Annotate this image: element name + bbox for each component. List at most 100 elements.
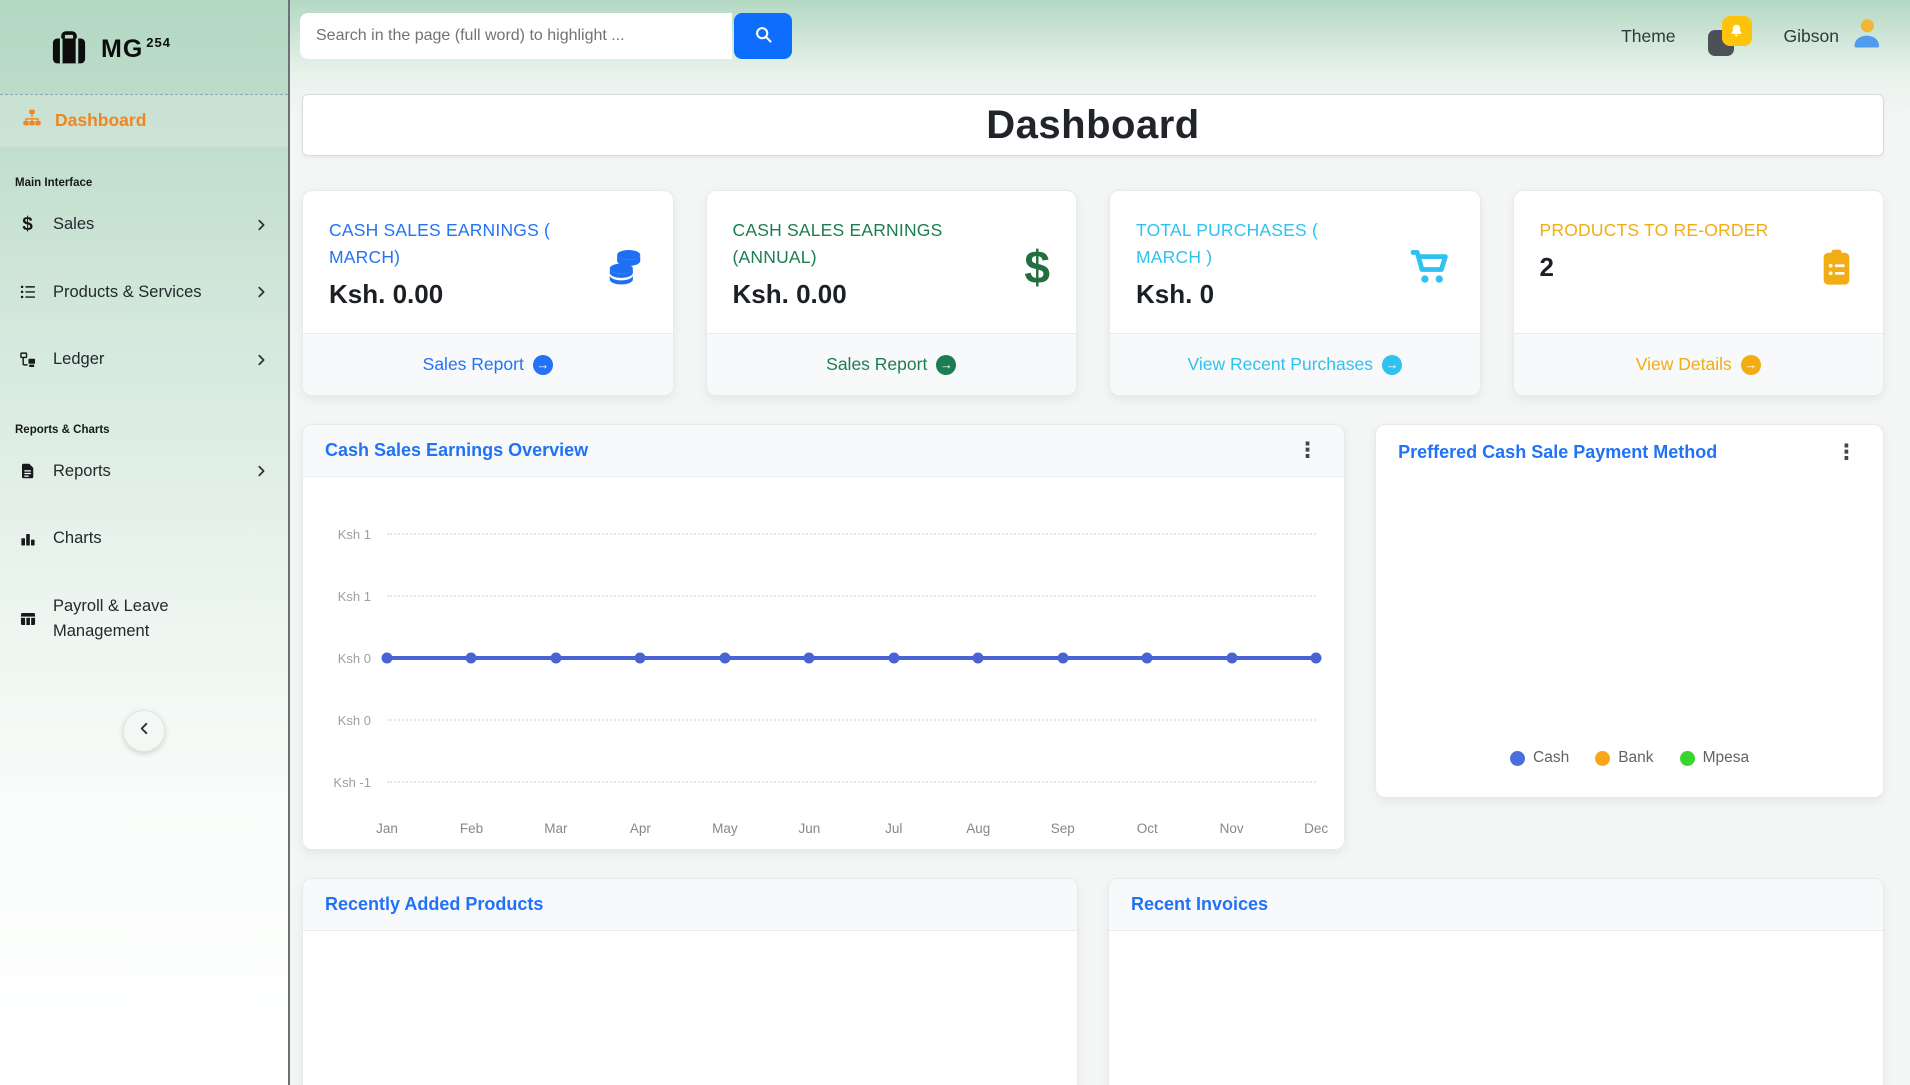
page-title-box: Dashboard (302, 94, 1884, 156)
sidebar-collapse-button[interactable] (123, 710, 165, 752)
search-input[interactable] (300, 13, 732, 59)
line-chart: Ksh 1Ksh 1Ksh 0Ksh 0Ksh -1JanFebMarAprMa… (303, 477, 1344, 849)
sales-report-link[interactable]: Sales Report→ (303, 333, 673, 395)
x-axis-tick: Apr (630, 821, 651, 836)
stat-card-value: 2 (1540, 252, 1769, 283)
stat-card-value: Ksh. 0.00 (329, 279, 564, 310)
data-point-nov (1226, 653, 1237, 664)
gridline (387, 719, 1316, 721)
main-area: Theme Gibson (290, 0, 1910, 1085)
stat-card-title: TOTAL PURCHASES ( MARCH ) (1136, 217, 1371, 271)
topbar: Theme Gibson (290, 0, 1910, 72)
legend-item-cash: Cash (1510, 749, 1569, 767)
sidebar-item-charts[interactable]: Charts (0, 505, 288, 573)
data-point-apr (635, 653, 646, 664)
page-content: Dashboard CASH SALES EARNINGS ( MARCH)Ks… (290, 72, 1910, 1085)
arrow-circle-right-icon: → (1741, 355, 1761, 375)
view-recent-purchases-link[interactable]: View Recent Purchases→ (1110, 333, 1480, 395)
sidebar-item-label: Reports (53, 459, 111, 485)
bottom-card-header: Recently Added Products (303, 879, 1077, 931)
data-point-jun (804, 653, 815, 664)
sidebar-item-payroll-leave-management[interactable]: Payroll & Leave Management (0, 573, 288, 666)
cart-icon (1408, 244, 1454, 290)
y-axis-tick: Ksh -1 (315, 775, 387, 790)
payment-card-header: Preffered Cash Sale Payment Method ⋮ (1376, 425, 1883, 480)
y-axis-tick: Ksh 0 (315, 651, 387, 666)
stat-card-body: TOTAL PURCHASES ( MARCH ) Ksh. 0 (1110, 191, 1480, 333)
legend-label: Cash (1533, 749, 1569, 767)
stat-card-body: CASH SALES EARNINGS ( MARCH)Ksh. 0.00 (303, 191, 673, 333)
sidebar-item-label: Sales (53, 212, 94, 238)
payment-card-title: Preffered Cash Sale Payment Method (1398, 442, 1717, 463)
data-point-jan (382, 653, 393, 664)
x-axis-tick: Jun (798, 821, 820, 836)
search-icon (753, 24, 774, 48)
stat-card-cash-sales-earnings-annual: CASH SALES EARNINGS (ANNUAL)Ksh. 0.00$Sa… (706, 190, 1078, 396)
chart-card-header: Cash Sales Earnings Overview ⋮ (303, 425, 1344, 477)
table-icon (17, 610, 38, 628)
notifications-button[interactable] (1708, 16, 1752, 56)
chevron-left-icon (137, 721, 152, 741)
kebab-menu-icon[interactable]: ⋮ (1293, 440, 1322, 461)
theme-toggle[interactable]: Theme (1621, 26, 1675, 47)
legend-item-bank: Bank (1595, 749, 1653, 767)
username: Gibson (1784, 26, 1839, 47)
stat-card-link-label: Sales Report (826, 354, 927, 375)
page-title: Dashboard (986, 103, 1199, 148)
x-axis-tick: Aug (966, 821, 990, 836)
coins-icon (603, 245, 647, 289)
sidebar-section-label: Reports & Charts (0, 394, 288, 438)
x-axis-tick: Nov (1220, 821, 1244, 836)
data-point-oct (1142, 653, 1153, 664)
data-point-mar (550, 653, 561, 664)
stat-card-value: Ksh. 0 (1136, 279, 1371, 310)
legend-item-mpesa: Mpesa (1680, 749, 1750, 767)
user-menu[interactable]: Gibson (1784, 16, 1884, 56)
stat-card-body: CASH SALES EARNINGS (ANNUAL)Ksh. 0.00$ (707, 191, 1077, 333)
x-axis-tick: May (712, 821, 738, 836)
brand-logo[interactable]: MG254 (0, 0, 288, 94)
stat-card-products-to-re-order: PRODUCTS TO RE-ORDER2 View Details→ (1513, 190, 1885, 396)
bar-chart-icon (17, 530, 38, 548)
clipboard-icon (1816, 247, 1857, 288)
search-bar (300, 13, 792, 59)
charts-row: Cash Sales Earnings Overview ⋮ Ksh 1 Ksh … (302, 424, 1884, 850)
y-axis-tick: Ksh 0 (315, 713, 387, 728)
sales-report-link[interactable]: Sales Report → (707, 333, 1077, 395)
data-point-feb (466, 653, 477, 664)
data-point-aug (973, 653, 984, 664)
sidebar-item-sales[interactable]: $Sales (0, 191, 288, 259)
sidebar-item-label: Products & Services (53, 280, 202, 306)
sidebar-item-products-services[interactable]: Products & Services (0, 259, 288, 327)
x-axis-tick: Sep (1051, 821, 1075, 836)
chart-grid-row: Ksh 1 (315, 503, 1316, 565)
gridline (387, 781, 1316, 783)
sidebar: MG254 Dashboard Main Interface$Sales Prod… (0, 0, 290, 1085)
view-details-link[interactable]: View Details→ (1514, 333, 1884, 395)
stat-card-value: Ksh. 0.00 (733, 279, 968, 310)
stat-card-text: CASH SALES EARNINGS (ANNUAL)Ksh. 0.00 (733, 217, 968, 317)
sidebar-item-reports[interactable]: Reports (0, 438, 288, 506)
file-icon (17, 462, 38, 480)
list-icon (17, 283, 38, 301)
chart-card-title: Cash Sales Earnings Overview (325, 440, 588, 461)
brand-name: MG254 (101, 35, 171, 64)
x-axis-tick: Jul (885, 821, 902, 836)
recent-invoices-card: Recent Invoices (1108, 878, 1884, 1085)
sidebar-item-dashboard[interactable]: Dashboard (0, 94, 288, 147)
arrow-circle-right-icon: → (936, 355, 956, 375)
kebab-menu-icon[interactable]: ⋮ (1832, 442, 1861, 463)
sidebar-item-label: Charts (53, 526, 102, 552)
x-axis-labels: JanFebMarAprMayJunJulAugSepOctNovDec (387, 821, 1316, 841)
stat-card-text: PRODUCTS TO RE-ORDER2 (1540, 217, 1769, 317)
stat-card-total-purchases-march: TOTAL PURCHASES ( MARCH ) Ksh. 0 View Rece… (1109, 190, 1481, 396)
y-axis-tick: Ksh 1 (315, 527, 387, 542)
legend-dot-icon (1680, 751, 1695, 766)
x-axis-tick: Mar (544, 821, 567, 836)
sidebar-section-label: Main Interface (0, 147, 288, 191)
sidebar-item-ledger[interactable]: Ledger (0, 326, 288, 394)
search-button[interactable] (734, 13, 792, 59)
series-line (387, 656, 1316, 660)
data-point-sep (1057, 653, 1068, 664)
x-axis-tick: Dec (1304, 821, 1328, 836)
